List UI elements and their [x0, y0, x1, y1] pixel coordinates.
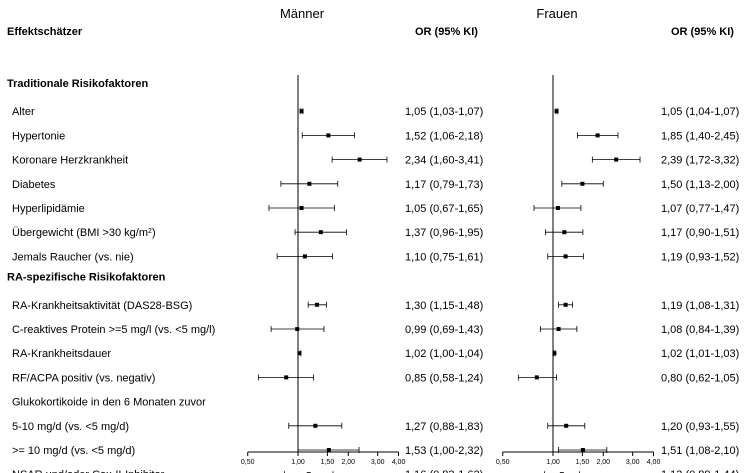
x-tick-label-men: 1,50 [321, 459, 335, 466]
or-value-men: 1,30 (1,15-1,48) [405, 300, 483, 312]
subgroup-label: Glukokortikoide in den 6 Monaten zuvor [12, 397, 206, 409]
or-value-women: 1,51 (1,08-2,10) [661, 445, 739, 457]
or-value-men: 1,53 (1,00-2,32) [405, 445, 483, 457]
point-estimate-women [595, 133, 600, 138]
x-tick-label-men: 3,00 [371, 459, 385, 466]
point-estimate-women [552, 351, 557, 356]
row-label: C-reaktives Protein >=5 mg/l (vs. <5 mg/… [12, 324, 215, 336]
or-value-women: 1,08 (0,84-1,39) [661, 324, 739, 336]
or-value-men: 1,37 (0,96-1,95) [405, 227, 483, 239]
x-tick-label-women: 1,50 [576, 459, 590, 466]
point-estimate-men [295, 327, 300, 331]
point-estimate-men [313, 423, 318, 428]
or-value-men: 0,85 (0,58-1,24) [405, 372, 483, 384]
point-estimate-women [580, 181, 585, 186]
or-value-men: 2,34 (1,60-3,41) [405, 155, 483, 167]
or-value-men: 1,05 (1,03-1,07) [405, 106, 483, 118]
or-value-women: 1,19 (1,08-1,31) [661, 300, 739, 312]
point-estimate-men [299, 109, 304, 114]
or-value-women: 1,50 (1,13-2,00) [661, 179, 739, 191]
or-value-women: 1,85 (1,40-2,45) [661, 130, 739, 142]
row-label: Alter [12, 106, 35, 118]
row-label: NSAR und/oder Cox-II-Inhibitor [12, 469, 165, 473]
point-estimate-women [556, 327, 561, 331]
or-value-women: 1,05 (1,04-1,07) [661, 106, 739, 118]
group-title-men: Männer [280, 6, 325, 21]
point-estimate-women [564, 423, 569, 428]
x-tick-label-women: 2,00 [596, 459, 610, 466]
or-value-men: 1,17 (0,79-1,73) [405, 179, 483, 191]
point-estimate-men [315, 302, 320, 307]
point-estimate-women [563, 302, 568, 307]
or-header-men: OR (95% KI) [415, 26, 478, 38]
section-label: RA-spezifische Risikofaktoren [7, 272, 166, 284]
point-estimate-women [614, 157, 619, 162]
point-estimate-women [580, 448, 585, 452]
row-label: Jemals Raucher (vs. nie) [12, 251, 134, 263]
or-value-women: 1,02 (1,01-1,03) [661, 348, 739, 360]
or-value-women: 1,13 (0,89-1,44) [661, 469, 739, 473]
or-value-men: 1,16 (0,83-1,62) [405, 469, 483, 473]
point-estimate-men [284, 375, 289, 380]
or-value-men: 1,05 (0,67-1,65) [405, 203, 483, 215]
row-label: RF/ACPA positiv (vs. negativ) [12, 372, 155, 384]
point-estimate-women [562, 230, 567, 235]
row-label: Koronare Herzkrankheit [12, 155, 128, 167]
x-tick-label-men: 0,50 [241, 459, 255, 466]
row-label: Hypertonie [12, 130, 65, 142]
row-label: 5-10 mg/d (vs. <5 mg/d) [12, 421, 129, 433]
row-label: Übergewicht (BMI >30 kg/m2) [12, 227, 156, 239]
row-label: >= 10 mg/d (vs. <5 mg/d) [12, 445, 135, 457]
row-label: RA-Krankheitsaktivität (DAS28-BSG) [12, 300, 192, 312]
or-value-men: 0,99 (0,69-1,43) [405, 324, 483, 336]
row-label: RA-Krankheitsdauer [12, 348, 111, 360]
or-value-men: 1,27 (0,88-1,83) [405, 421, 483, 433]
point-estimate-men [326, 133, 331, 138]
x-tick-label-women: 3,00 [626, 459, 640, 466]
point-estimate-women [534, 375, 539, 380]
x-tick-label-men: 2,00 [341, 459, 355, 466]
point-estimate-men [357, 157, 362, 162]
point-estimate-men [326, 448, 331, 452]
or-value-women: 1,19 (0,93-1,52) [661, 251, 739, 263]
section-label: Traditionale Risikofaktoren [7, 78, 148, 90]
row-label: Diabetes [12, 179, 56, 191]
row-label: Hyperlipidämie [12, 203, 85, 215]
x-tick-label-women: 4,00 [647, 459, 661, 466]
group-title-women: Frauen [536, 6, 577, 21]
or-value-women: 1,20 (0,93-1,55) [661, 421, 739, 433]
column-header: Effektschätzer [7, 26, 83, 38]
or-value-women: 2,39 (1,72-3,32) [661, 155, 739, 167]
point-estimate-women [554, 109, 559, 114]
or-value-men: 1,52 (1,06-2,18) [405, 130, 483, 142]
or-header-women: OR (95% KI) [671, 26, 734, 38]
point-estimate-men [297, 351, 302, 356]
point-estimate-women [563, 254, 568, 259]
x-tick-label-women: 0,50 [496, 459, 510, 466]
or-value-women: 1,07 (0,77-1,47) [661, 203, 739, 215]
point-estimate-men [299, 206, 304, 210]
or-value-women: 0,80 (0,62-1,05) [661, 372, 739, 384]
x-tick-label-men: 4,00 [392, 459, 406, 466]
or-value-women: 1,17 (0,90-1,51) [661, 227, 739, 239]
point-estimate-men [318, 230, 323, 235]
point-estimate-men [302, 254, 307, 259]
point-estimate-men [307, 181, 312, 186]
x-tick-label-women: 1,00 [546, 459, 560, 466]
x-tick-label-men: 1,00 [291, 459, 305, 466]
point-estimate-women [555, 206, 560, 210]
or-value-men: 1,10 (0,75-1,61) [405, 251, 483, 263]
or-value-men: 1,02 (1,00-1,04) [405, 348, 483, 360]
